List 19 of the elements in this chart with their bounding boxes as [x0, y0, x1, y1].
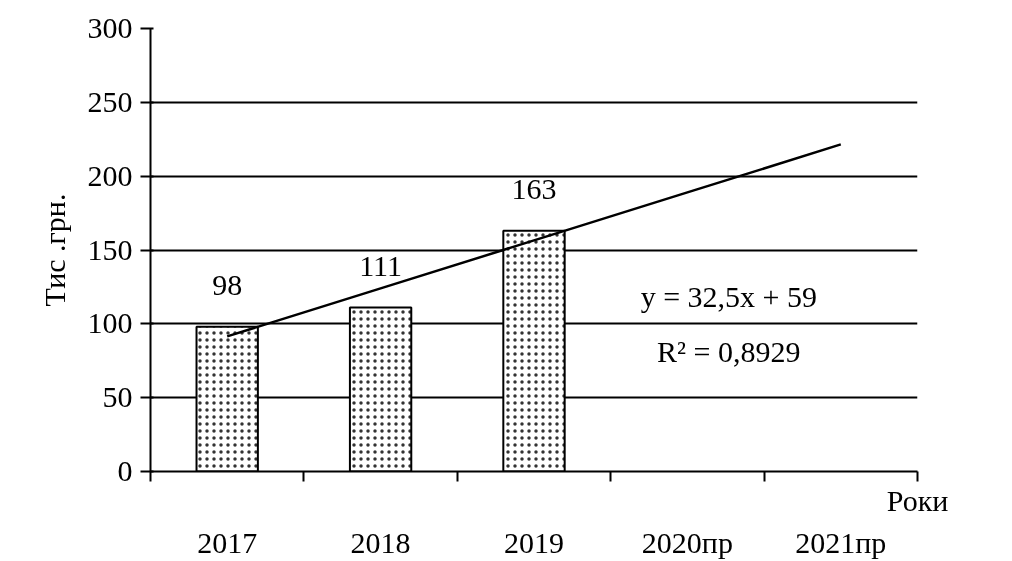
- x-tick-label: 2018: [350, 525, 411, 559]
- data-label: 98: [212, 267, 243, 301]
- x-tick-label: 2017: [197, 525, 258, 559]
- data-label: 111: [359, 248, 402, 282]
- y-tick-label: 250: [87, 84, 133, 118]
- y-tick-label: 300: [87, 11, 133, 44]
- data-label: 163: [511, 171, 557, 205]
- annotation: R² = 0,8929: [657, 335, 801, 369]
- y-tick-label: 50: [102, 380, 133, 414]
- y-tick-label: 150: [87, 232, 133, 266]
- x-tick-label: 2021пр: [795, 525, 887, 559]
- y-tick-label: 200: [87, 158, 133, 192]
- y-axis-title: Тис .грн.: [37, 193, 71, 307]
- y-tick-label: 100: [87, 306, 133, 340]
- y-tick-label: 0: [117, 454, 133, 487]
- x-axis-title: Роки: [886, 483, 949, 517]
- x-tick-label: 2019: [504, 525, 564, 559]
- x-tick-label: 2020пр: [641, 525, 733, 559]
- annotation: y = 32,5x + 59: [640, 280, 817, 314]
